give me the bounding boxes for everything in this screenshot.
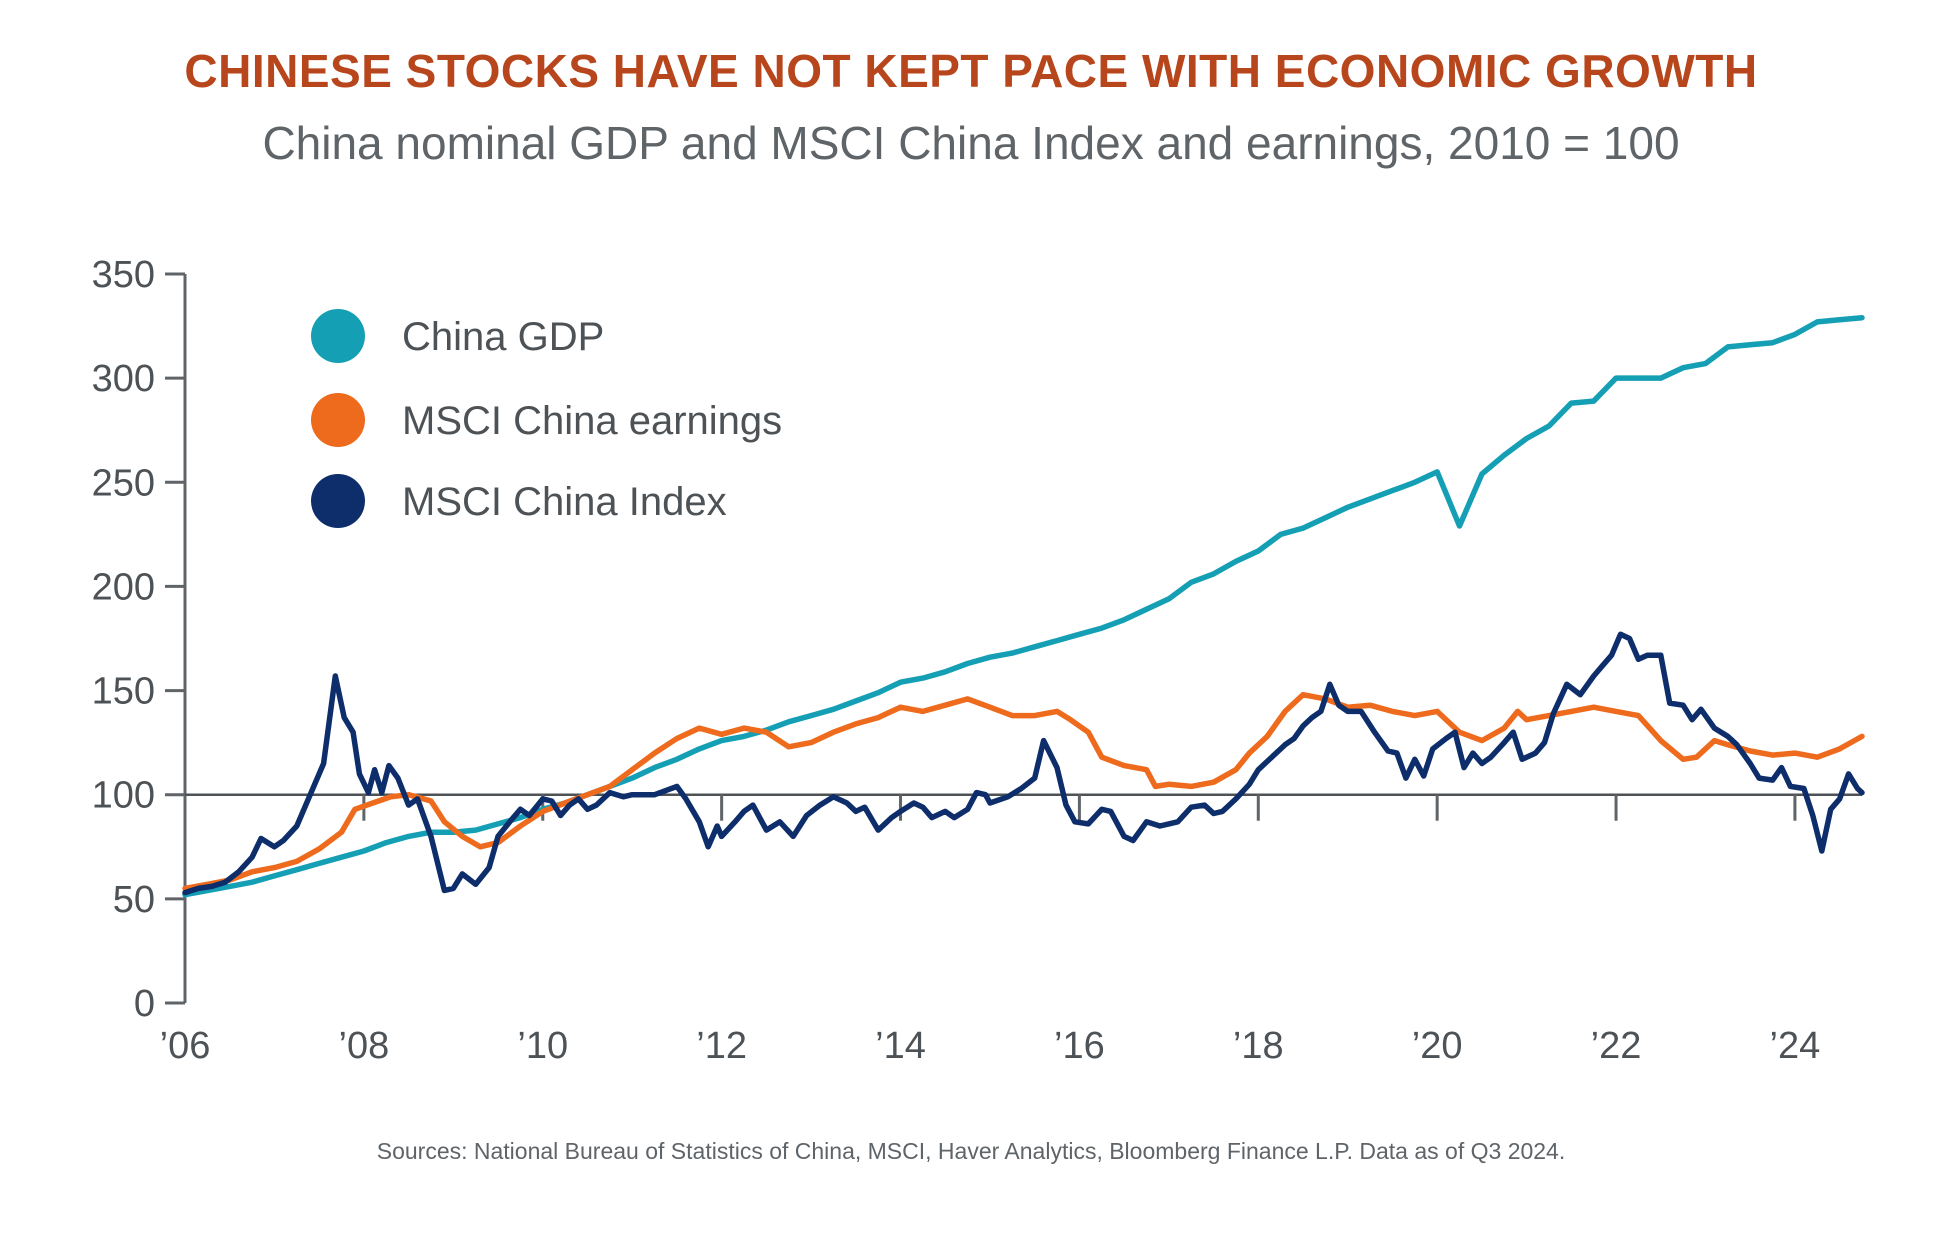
y-tick-label: 300 xyxy=(92,358,155,400)
series-line-3 xyxy=(182,631,1865,896)
x-tick-label: ’10 xyxy=(517,1025,568,1067)
source-note: Sources: National Bureau of Statistics o… xyxy=(376,1138,1566,1164)
x-tick-label: ’18 xyxy=(1233,1025,1284,1067)
legend-marker xyxy=(311,474,365,528)
x-tick-label: ’12 xyxy=(696,1025,747,1067)
x-tick-label: ’08 xyxy=(339,1025,390,1067)
legend-label: MSCI China Index xyxy=(402,480,727,524)
series-line-1 xyxy=(182,314,1865,898)
axes-layer: 0 50 100 150 200 250 300 350 ’06 ’08 ’10 ’12 ’14 ’16 ’… xyxy=(92,254,1862,1067)
y-tick-label: 150 xyxy=(92,671,155,713)
series-layer xyxy=(182,314,1865,898)
y-tick-label: 50 xyxy=(113,879,155,921)
y-tick-label: 350 xyxy=(92,254,155,296)
legend-label: China GDP xyxy=(402,315,604,359)
x-tick-label: ’20 xyxy=(1412,1025,1463,1067)
legend-marker xyxy=(311,309,365,363)
legend-marker xyxy=(311,393,365,447)
x-tick-label: ’06 xyxy=(160,1025,211,1067)
x-tick-label: ’14 xyxy=(875,1025,926,1067)
y-tick-label: 100 xyxy=(92,775,155,817)
legend-label: MSCI China earnings xyxy=(402,399,782,443)
legend: China GDP MSCI China earnings MSCI China I… xyxy=(311,309,782,528)
y-tick-label: 200 xyxy=(92,566,155,608)
series-line-2 xyxy=(182,691,1865,892)
chart-subtitle: China nominal GDP and MSCI China Index a… xyxy=(262,117,1680,169)
x-tick-label: ’24 xyxy=(1770,1025,1821,1067)
y-tick-label: 0 xyxy=(134,983,155,1025)
chart-title: CHINESE STOCKS HAVE NOT KEPT PACE WITH E… xyxy=(184,45,1758,97)
x-tick-label: ’16 xyxy=(1054,1025,1105,1067)
y-tick-label: 250 xyxy=(92,462,155,504)
x-tick-label: ’22 xyxy=(1591,1025,1642,1067)
